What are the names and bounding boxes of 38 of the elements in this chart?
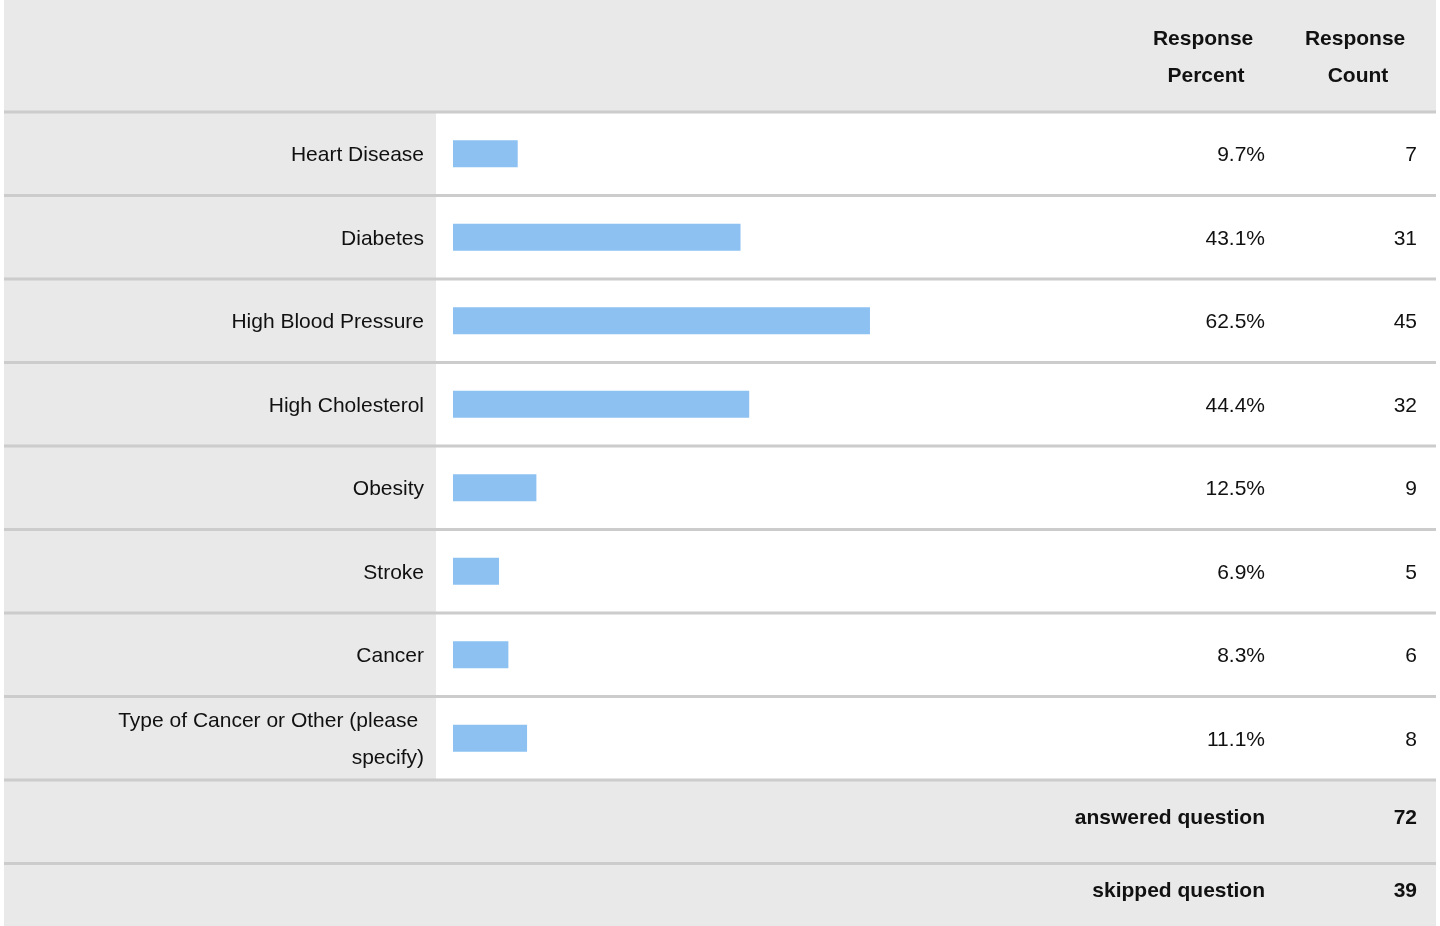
bar (453, 557, 500, 585)
data-label: 9.7% (1217, 142, 1265, 166)
text: Response Count (1304, 26, 1412, 86)
y-tick-label: High Cholesterol (268, 392, 424, 416)
bar (453, 390, 750, 418)
text: Response Percent (1152, 26, 1260, 86)
text: 6 (1405, 643, 1417, 667)
y-tick-label: Cancer (356, 643, 424, 667)
y-tick-label: Stroke (363, 559, 424, 583)
text: 32 (1393, 392, 1417, 416)
data-label: 6.9% (1217, 559, 1265, 583)
bar (453, 307, 870, 335)
y-tick-label: Heart Disease (290, 142, 424, 166)
text: 5 (1405, 559, 1417, 583)
data-label: 43.1% (1205, 225, 1265, 249)
bar (453, 140, 518, 168)
text: 7 (1405, 142, 1417, 166)
text: skipped question (1092, 878, 1265, 901)
text: 39 (1393, 878, 1417, 901)
text: 9 (1405, 476, 1417, 500)
text: 31 (1393, 225, 1417, 249)
text: answered question (1074, 805, 1265, 828)
bar (453, 474, 537, 502)
y-tick-label: Obesity (352, 476, 425, 500)
bar (453, 223, 741, 251)
bar (453, 724, 528, 752)
text: 45 (1393, 309, 1417, 333)
data-label: 12.5% (1205, 476, 1265, 500)
data-label: 8.3% (1217, 643, 1265, 667)
data-label: 62.5% (1205, 309, 1265, 333)
text: 8 (1405, 726, 1417, 750)
bar (453, 641, 509, 669)
y-tick-label: Diabetes (341, 225, 424, 249)
y-tick-label: Type of Cancer or Other (please specify) (118, 708, 424, 769)
y-tick-label: High Blood Pressure (231, 309, 424, 333)
data-label: 44.4% (1205, 392, 1265, 416)
text: 72 (1393, 805, 1417, 828)
data-label: 11.1% (1207, 726, 1265, 750)
